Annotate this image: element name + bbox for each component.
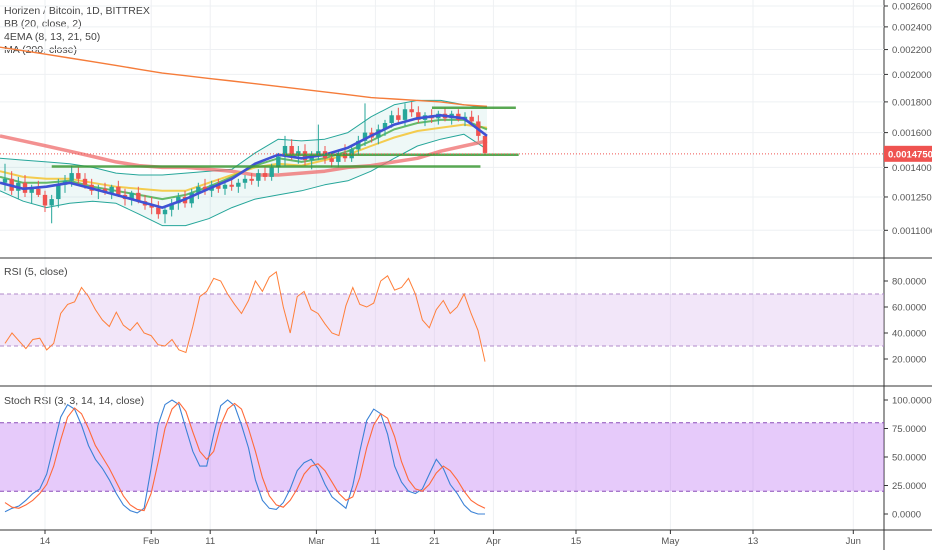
time-tick-label: Jun [846, 536, 861, 547]
price-tick-label: 0.00125000 [892, 192, 932, 203]
time-tick-label: 21 [429, 536, 440, 547]
candle-body [49, 199, 54, 206]
legend-stoch: Stoch RSI (3, 3, 14, 14, close) [4, 395, 144, 408]
candle-body [416, 112, 421, 120]
stoch-k-line [4, 399, 485, 515]
stoch-tick-label: 75.0000 [892, 424, 926, 435]
candle-body [249, 178, 254, 181]
stoch-d-line [4, 401, 486, 512]
candle-body [336, 152, 341, 162]
price-tick-label: 0.00110000 [892, 226, 932, 237]
stoch-tick-label: 0.0000 [892, 510, 921, 521]
rsi-line [4, 271, 486, 362]
legend-symbol: Horizen / Bitcoin, 1D, BITTREX [4, 5, 150, 17]
candle-body [109, 186, 114, 193]
candle-body [382, 123, 388, 130]
candle-body [69, 173, 74, 181]
stoch-tick-label: 100.0000 [892, 396, 932, 407]
legend-rsi: RSI (5, close) [4, 266, 68, 279]
candle-body [216, 184, 221, 189]
candle-body [289, 145, 294, 155]
candle-body [56, 184, 61, 200]
candle-body [296, 151, 301, 155]
stoch-tick-label: 50.0000 [892, 453, 926, 464]
candle-body [229, 184, 234, 187]
candle-body [396, 115, 401, 120]
time-tick-label: 13 [748, 536, 759, 547]
candle-body [176, 196, 181, 204]
price-tick-label: 0.00260000 [892, 2, 932, 13]
candle-body [409, 109, 414, 113]
rsi-tick-label: 60.0000 [892, 303, 926, 314]
time-tick-label: May [661, 536, 679, 547]
bollinger-lower-line [0, 133, 488, 227]
candle-body [202, 186, 208, 191]
candle-body [29, 188, 34, 193]
rsi-tick-label: 20.0000 [892, 355, 926, 366]
candle-body [82, 178, 88, 185]
stoch-tick-label: 25.0000 [892, 481, 926, 492]
last-price-label: 0.00147500 [888, 149, 932, 160]
time-tick-label: Feb [143, 536, 159, 547]
time-tick-label: 14 [40, 536, 51, 547]
price-tick-label: 0.00140000 [892, 163, 932, 174]
candle-body [136, 192, 141, 202]
candle-body [169, 203, 174, 210]
candle-body [242, 178, 248, 183]
stoch-band [0, 422, 884, 492]
ema8-line [0, 114, 488, 209]
time-tick-label: Apr [486, 536, 501, 547]
candle-body [362, 132, 368, 141]
candle-body [389, 115, 394, 124]
price-tick-label: 0.00220000 [892, 45, 932, 56]
candle-body [236, 182, 241, 187]
time-tick-label: 11 [205, 536, 215, 547]
candle-body [189, 192, 194, 204]
candle-body [162, 209, 168, 215]
candle-body [129, 192, 134, 200]
candle-body [2, 178, 8, 183]
candle-body [469, 116, 474, 122]
candle-body [262, 173, 268, 177]
candle-body [76, 173, 81, 179]
price-tick-label: 0.00200000 [892, 70, 932, 81]
candle-body [402, 109, 408, 120]
candle-body [256, 173, 261, 181]
candle-body [156, 207, 161, 215]
legend-ema: 4EMA (8, 13, 21, 50) [4, 31, 101, 43]
candle-body [356, 140, 361, 150]
price-tick-label: 0.00160000 [892, 128, 932, 139]
candle-body [116, 186, 121, 195]
candle-body [36, 188, 41, 195]
candle-body [269, 167, 274, 177]
time-tick-label: 15 [571, 536, 582, 547]
candle-body [149, 205, 154, 208]
time-tick-label: Mar [308, 536, 324, 547]
candle-body [222, 184, 228, 189]
last-price-tag [884, 145, 932, 162]
candle-body [316, 151, 321, 155]
time-tick-label: 11 [370, 536, 380, 547]
price-tick-label: 0.00240000 [892, 22, 932, 33]
candle-body [276, 156, 281, 168]
ma200-line [0, 46, 488, 107]
candle-body [329, 158, 334, 162]
candle-body [282, 145, 288, 157]
candle-body [42, 194, 48, 206]
legend-rsi-title: RSI (5, close) [4, 266, 68, 278]
legend-stoch-title: Stoch RSI (3, 3, 14, 14, close) [4, 395, 145, 407]
rsi-tick-label: 80.0000 [892, 277, 926, 288]
candle-body [482, 135, 488, 153]
rsi-tick-label: 40.0000 [892, 329, 926, 340]
price-tick-label: 0.00180000 [892, 97, 932, 108]
candle-body [196, 186, 201, 193]
